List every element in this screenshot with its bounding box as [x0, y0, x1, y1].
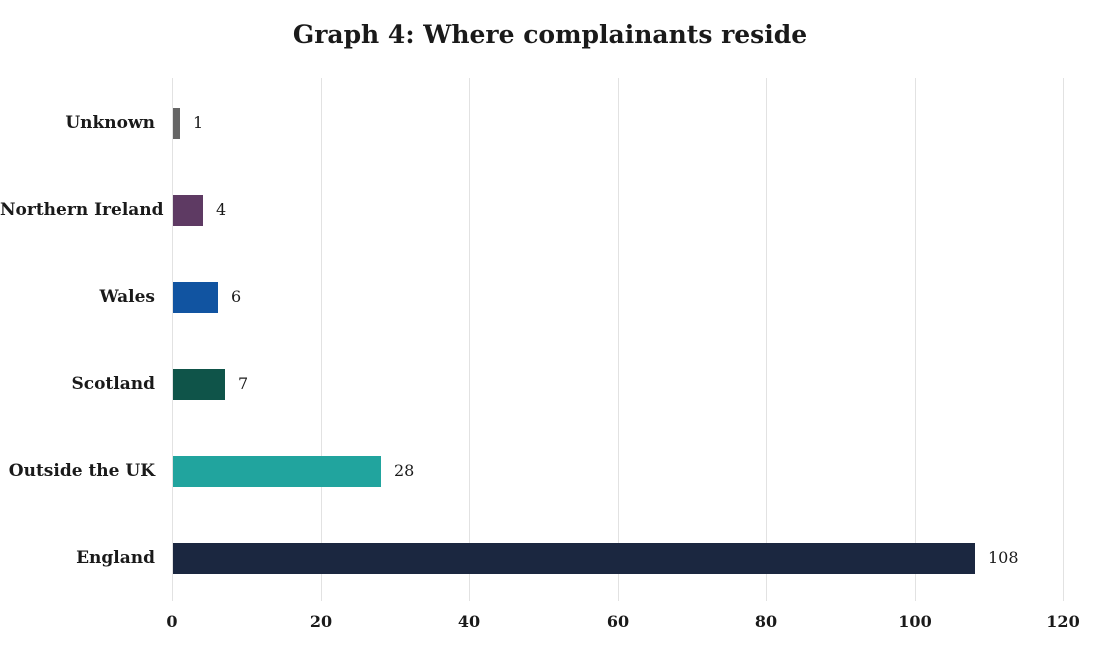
category-label: Northern Ireland: [0, 200, 164, 220]
bar: [173, 543, 975, 574]
x-tick-label: 40: [457, 612, 481, 631]
category-label: Outside the UK: [8, 461, 155, 481]
value-label: 6: [231, 287, 242, 306]
value-label: 1: [193, 113, 204, 132]
gridline: [469, 78, 470, 601]
value-label: 7: [238, 374, 249, 393]
gridline: [766, 78, 767, 601]
chart-title: Graph 4: Where complainants reside: [292, 20, 808, 49]
bar: [173, 369, 225, 400]
category-label: Wales: [99, 287, 155, 307]
bar: [173, 195, 203, 226]
bar: [173, 282, 218, 313]
value-label: 108: [988, 548, 1019, 567]
gridline: [915, 78, 916, 601]
plot-area: 0 20 40 60 80 100 120 1 4 6 7 28 108: [166, 78, 1080, 631]
gridline: [618, 78, 619, 601]
x-tick-label: 0: [166, 612, 178, 631]
x-tick-label: 60: [606, 612, 630, 631]
value-label: 4: [216, 200, 227, 219]
bar: [173, 456, 381, 487]
category-label: Unknown: [65, 113, 155, 133]
x-tick-label: 80: [754, 612, 778, 631]
x-tick-label: 20: [309, 612, 333, 631]
bar: [173, 108, 180, 139]
gridline: [321, 78, 322, 601]
category-label: Scotland: [71, 374, 155, 394]
gridline: [172, 78, 173, 601]
gridline: [1063, 78, 1064, 601]
category-label: England: [76, 548, 155, 568]
x-tick-label: 120: [1046, 612, 1080, 631]
x-tick-label: 100: [898, 612, 932, 631]
value-label: 28: [394, 461, 415, 480]
